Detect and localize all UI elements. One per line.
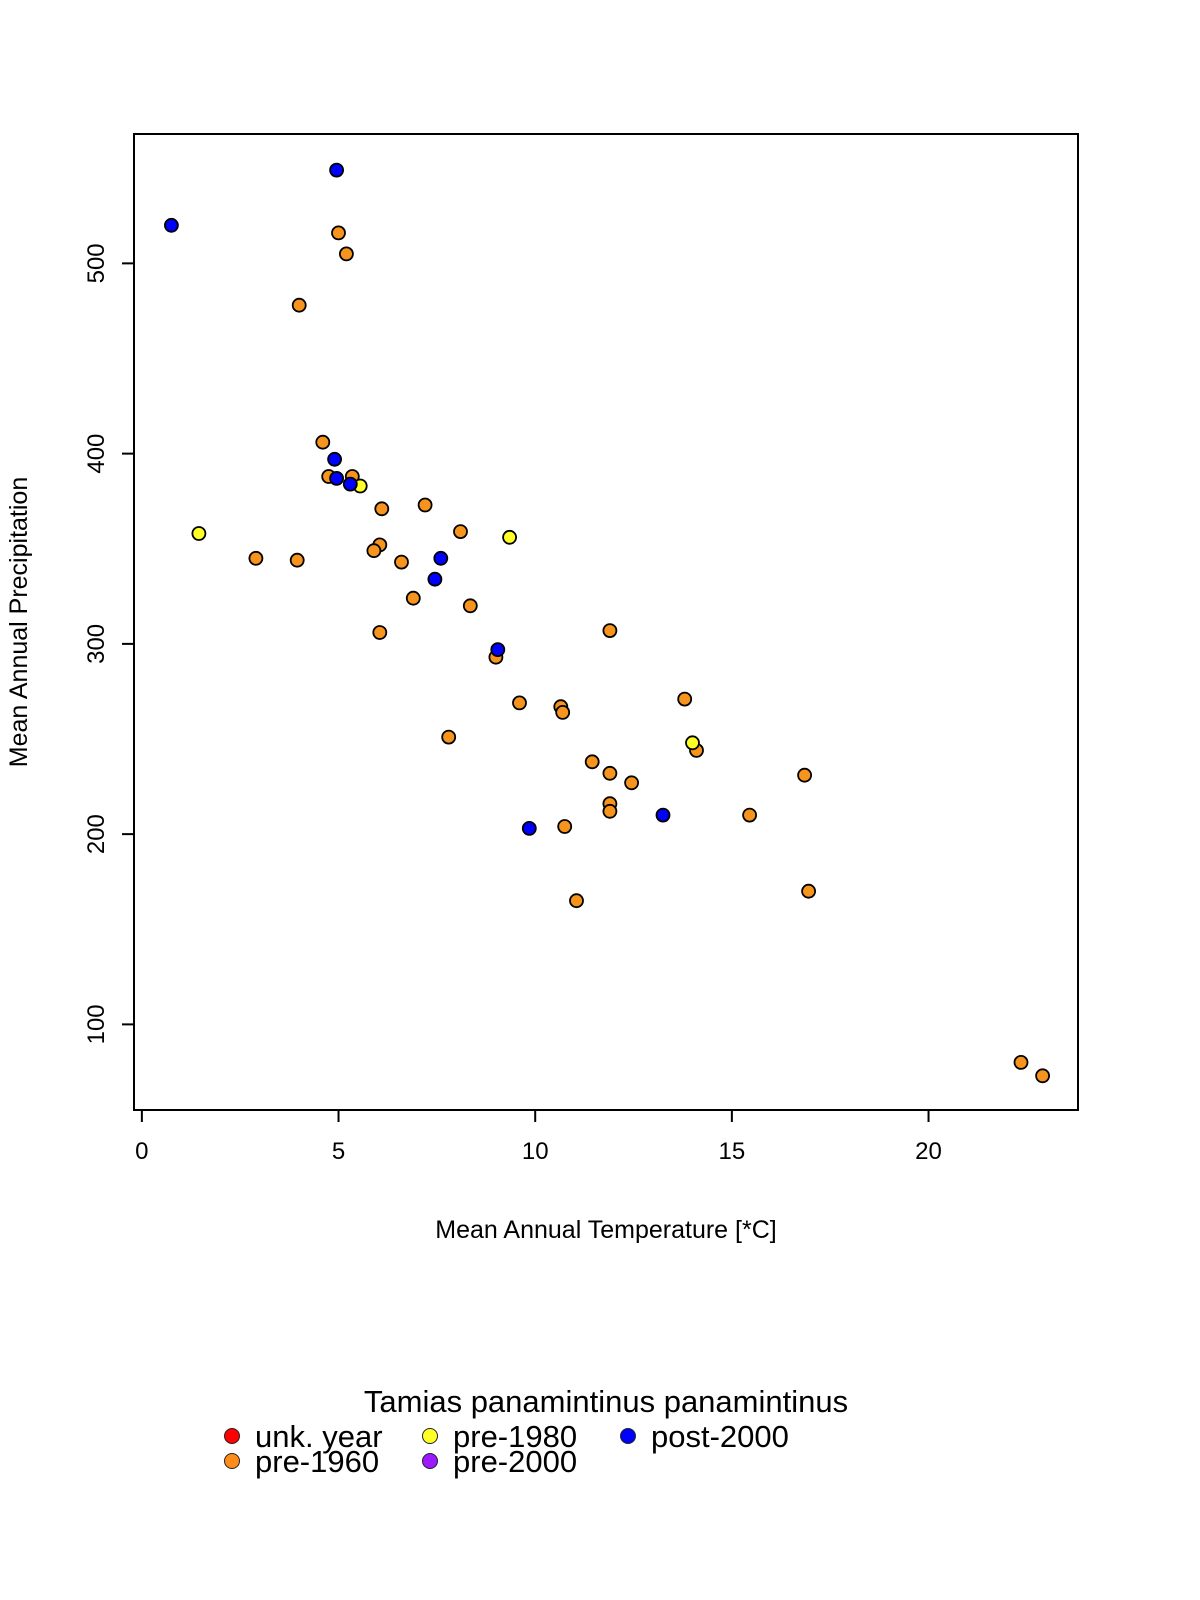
scatter-point	[433, 550, 449, 566]
scatter-point	[427, 571, 443, 587]
legend-label: pre-2000	[453, 1444, 577, 1479]
scatter-point	[291, 297, 307, 313]
scatter-point	[331, 225, 346, 241]
scatter-point	[521, 821, 537, 836]
scatter-point	[797, 767, 812, 783]
scatter-point	[342, 476, 358, 492]
scatter-point	[569, 893, 584, 909]
scatter-point	[441, 729, 457, 745]
legend-marker	[422, 1428, 438, 1444]
scatter-point	[163, 217, 179, 233]
scatter-point	[338, 246, 354, 262]
scatter-point	[462, 598, 478, 614]
y-tick-label: 200	[83, 814, 110, 854]
legend-marker	[620, 1428, 636, 1444]
x-tick-label: 10	[522, 1138, 549, 1165]
scatter-point	[374, 501, 390, 517]
scatter-point	[685, 735, 700, 751]
plot-frame	[133, 133, 1079, 1111]
scatter-point	[191, 526, 207, 541]
scatter-point	[417, 497, 433, 513]
scatter-point	[327, 451, 343, 467]
scatter-point	[394, 554, 409, 570]
legend-label: unk. year	[255, 1419, 383, 1454]
y-tick-label: 100	[83, 1004, 110, 1044]
scatter-point	[1035, 1068, 1050, 1084]
scatter-point	[289, 552, 305, 568]
scatter-point	[329, 162, 345, 178]
scatter-point	[512, 695, 527, 711]
scatter-point	[602, 803, 618, 819]
scatter-point	[584, 754, 600, 770]
scatter-point	[602, 765, 618, 781]
scatter-point	[555, 705, 571, 720]
scatter-point	[329, 470, 345, 486]
data-points	[163, 162, 1050, 1084]
x-tick-label: 5	[332, 1138, 345, 1165]
legend-label: post-2000	[651, 1419, 789, 1454]
scatter-point	[742, 807, 757, 823]
scatter-point	[453, 524, 468, 539]
scatter-point	[248, 550, 264, 566]
scatter-point	[801, 883, 816, 899]
scatter-point	[372, 625, 388, 640]
x-axis: 0 5 10 15 20	[135, 1109, 942, 1165]
scatter-point	[677, 691, 693, 707]
x-tick-label: 20	[915, 1138, 942, 1165]
scatter-point	[602, 623, 618, 638]
legend-marker	[422, 1453, 438, 1469]
y-tick-label: 500	[83, 243, 110, 283]
scatter-point	[315, 434, 331, 450]
scatter-point	[490, 642, 506, 657]
scatter-point	[557, 819, 573, 834]
scatter-point	[1013, 1055, 1029, 1070]
y-tick-label: 300	[83, 624, 110, 664]
x-tick-label: 15	[719, 1138, 746, 1165]
legend-label: pre-1980	[453, 1419, 577, 1454]
x-axis-title: Mean Annual Temperature [*C]	[435, 1216, 776, 1244]
legend-marker	[224, 1453, 240, 1469]
scatter-point	[502, 529, 518, 545]
y-axis-title: Mean Annual Precipitation	[5, 477, 33, 767]
legend-label: pre-1960	[255, 1444, 379, 1479]
scatter-point	[655, 807, 671, 823]
scatter-point	[366, 543, 382, 559]
y-tick-label: 400	[83, 434, 110, 474]
y-axis: 100 200 300 400 500	[83, 243, 135, 1044]
legend-marker	[224, 1428, 240, 1444]
legend-title: Tamias panamintinus panamintinus	[364, 1384, 848, 1419]
scatter-point	[624, 775, 639, 791]
scatter-point	[405, 590, 421, 606]
x-tick-label: 0	[135, 1138, 148, 1165]
